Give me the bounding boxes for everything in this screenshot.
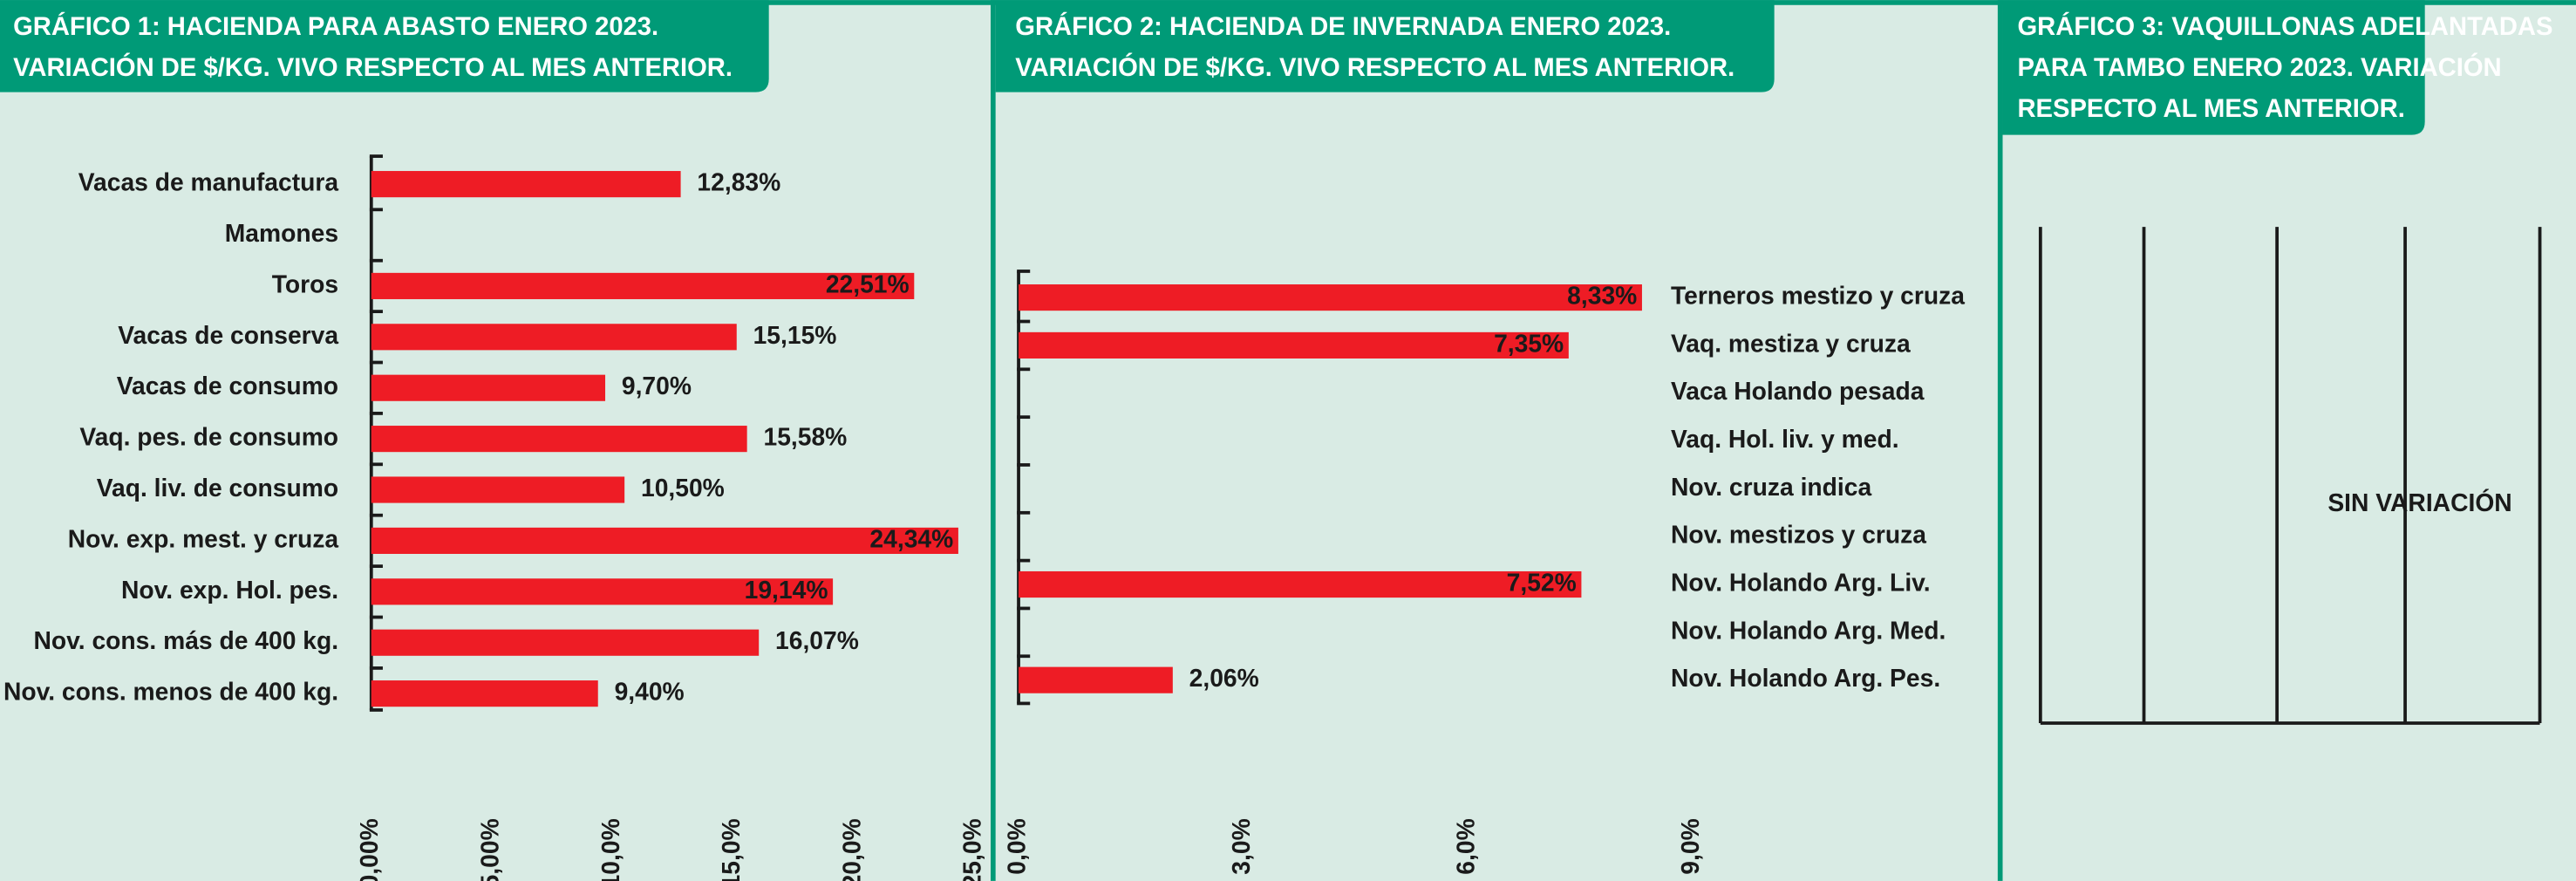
value-label: 19,14% xyxy=(745,576,828,604)
bar xyxy=(1019,331,1569,359)
bar xyxy=(371,374,606,401)
category-label: Toros xyxy=(272,270,338,297)
category-label: Vacas de manufactura xyxy=(78,168,339,196)
category-label: Vaq. mestiza y cruza xyxy=(1671,329,1911,357)
x-tick-label: 15,0% xyxy=(717,818,745,881)
annotation: SIN VARIACIÓN xyxy=(2327,488,2511,516)
category-label: Nov. Holando Arg. Liv. xyxy=(1671,569,1931,597)
category-label: Vaq. liv. de consumo xyxy=(97,474,338,502)
bar xyxy=(371,476,625,503)
x-tick-label: 10,0% xyxy=(596,818,624,881)
value-label: 8,33% xyxy=(1567,282,1637,310)
x-tick-label: 0,0% xyxy=(1003,818,1031,874)
category-label: Nov. cruza indica xyxy=(1671,473,1872,501)
category-label: Vacas de conserva xyxy=(118,321,338,349)
category-label: Vacas de consumo xyxy=(117,372,338,400)
bar xyxy=(371,272,915,299)
category-label: Nov. Holando Arg. Pes. xyxy=(1671,664,1940,692)
category-label: Terneros mestizo y cruza xyxy=(1671,282,1965,310)
value-label: 22,51% xyxy=(826,270,910,297)
category-label: Nov. exp. Hol. pes. xyxy=(121,576,338,604)
value-label: 2,06% xyxy=(1189,664,1259,692)
x-tick-label: 20,0% xyxy=(837,818,865,881)
category-label: Vaq. pes. de consumo xyxy=(79,423,338,451)
bar xyxy=(371,426,747,453)
category-label: Nov. cons. más de 400 kg. xyxy=(33,626,338,654)
bar xyxy=(1019,666,1173,693)
bar xyxy=(371,578,834,605)
chart-title: GRÁFICO 3: VAQUILLONAS ADELANTADAS xyxy=(2017,11,2552,41)
value-label: 15,58% xyxy=(763,423,847,451)
category-label: Nov. exp. mest. y cruza xyxy=(68,524,339,552)
value-label: 16,07% xyxy=(775,626,859,654)
separator xyxy=(991,0,996,881)
value-label: 15,15% xyxy=(753,321,837,349)
chart-title: PARA TAMBO ENERO 2023. VARIACIÓN xyxy=(2017,52,2501,82)
value-label: 24,34% xyxy=(869,524,953,552)
chart-title: RESPECTO AL MES ANTERIOR. xyxy=(2017,95,2404,123)
x-tick-label: 9,0% xyxy=(1676,818,1704,874)
value-label: 9,40% xyxy=(615,678,685,706)
header-box xyxy=(0,0,769,92)
category-label: Nov. cons. menos de 400 kg. xyxy=(3,678,338,706)
value-label: 7,35% xyxy=(1494,329,1564,357)
bar xyxy=(1019,284,1642,311)
chart-title: VARIACIÓN DE $/KG. VIVO RESPECTO AL MES … xyxy=(13,52,733,82)
x-tick-label: 5,00% xyxy=(476,818,504,881)
header-box xyxy=(995,0,1775,92)
value-label: 7,52% xyxy=(1507,569,1577,597)
header-box xyxy=(2002,0,2425,135)
x-tick-label: 6,0% xyxy=(1451,818,1479,874)
bar xyxy=(371,324,737,351)
x-tick-label: 3,0% xyxy=(1227,818,1255,874)
bar xyxy=(371,680,598,707)
chart-title: GRÁFICO 2: HACIENDA DE INVERNADA ENERO 2… xyxy=(1015,11,1671,41)
category-label: Vaca Holando pesada xyxy=(1671,377,1925,405)
value-label: 9,70% xyxy=(622,372,692,400)
x-tick-label: 25,0% xyxy=(958,818,986,881)
bar xyxy=(371,527,958,554)
bar xyxy=(371,629,760,656)
value-label: 10,50% xyxy=(641,474,725,502)
bar xyxy=(1019,570,1582,598)
x-tick-label: 0,00% xyxy=(355,818,383,881)
bar xyxy=(371,171,681,198)
empty-grid xyxy=(2038,227,2542,725)
chart-title: GRÁFICO 1: HACIENDA PARA ABASTO ENERO 20… xyxy=(13,11,658,41)
separator xyxy=(1997,0,2003,881)
category-label: Nov. Holando Arg. Med. xyxy=(1671,616,1946,644)
category-label: Nov. mestizos y cruza xyxy=(1671,521,1926,549)
chart-title: VARIACIÓN DE $/KG. VIVO RESPECTO AL MES … xyxy=(1015,52,1734,82)
category-label: Mamones xyxy=(225,219,338,247)
value-label: 12,83% xyxy=(697,168,780,196)
category-label: Vaq. Hol. liv. y med. xyxy=(1671,425,1899,453)
